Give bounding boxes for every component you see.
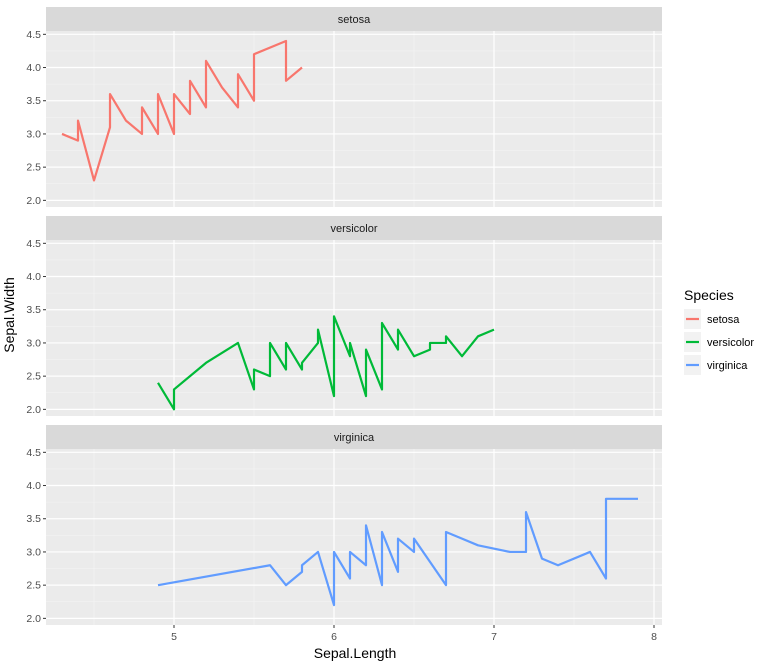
y-tick-label: 4.0	[26, 62, 41, 74]
panel-background	[46, 240, 662, 416]
y-tick-label: 4.5	[26, 447, 41, 459]
panel-background	[46, 31, 662, 207]
y-tick-label: 3.0	[26, 128, 41, 140]
legend: Species setosa versicolor virginica	[684, 287, 754, 375]
panels-layer: setosa versicolor virginica	[46, 7, 662, 625]
y-tick-label: 3.5	[26, 513, 41, 525]
facet-panel-setosa: setosa	[46, 7, 662, 207]
y-tick-label: 4.0	[26, 480, 41, 492]
x-axis-title: Sepal.Length	[314, 645, 397, 661]
y-tick-label: 3.5	[26, 304, 41, 316]
y-tick-label: 4.5	[26, 238, 41, 250]
series-line-virginica	[157, 497, 638, 607]
legend-label: setosa	[707, 314, 740, 326]
y-tick-label: 2.5	[26, 162, 41, 174]
legend-label: virginica	[707, 360, 748, 372]
strip-label: setosa	[338, 14, 371, 26]
y-axis-title: Sepal.Width	[1, 277, 17, 352]
facet-panel-versicolor: versicolor	[46, 216, 662, 416]
panel-background	[46, 449, 662, 625]
y-tick-label: 2.0	[26, 613, 41, 625]
series-line-setosa	[61, 39, 303, 182]
y-tick-label: 2.5	[26, 580, 41, 592]
strip-background	[46, 7, 662, 31]
facet-panel-virginica: virginica	[46, 425, 662, 625]
x-tick-label: 7	[491, 631, 497, 643]
series-line-versicolor	[157, 315, 495, 411]
strip-background	[46, 216, 662, 240]
strip-label: versicolor	[330, 223, 377, 235]
strip-background	[46, 425, 662, 449]
strip-label: virginica	[334, 432, 375, 444]
x-tick-label: 5	[171, 631, 177, 643]
y-tick-label: 2.0	[26, 195, 41, 207]
y-tick-label: 4.0	[26, 271, 41, 283]
y-tick-label: 3.5	[26, 95, 41, 107]
x-tick-label: 6	[331, 631, 337, 643]
x-tick-label: 8	[651, 631, 657, 643]
y-tick-label: 3.0	[26, 337, 41, 349]
y-tick-label: 4.5	[26, 29, 41, 41]
y-tick-label: 2.5	[26, 371, 41, 383]
axes-layer: 2.0 2.5 3.0 3.5 4.0 4.5 2.0 2.5 3.0 3.5 4.0 4.5 2.0 2…	[26, 29, 657, 643]
legend-label: versicolor	[707, 337, 754, 349]
legend-title: Species	[684, 287, 734, 303]
y-tick-label: 2.0	[26, 404, 41, 416]
y-tick-label: 3.0	[26, 546, 41, 558]
